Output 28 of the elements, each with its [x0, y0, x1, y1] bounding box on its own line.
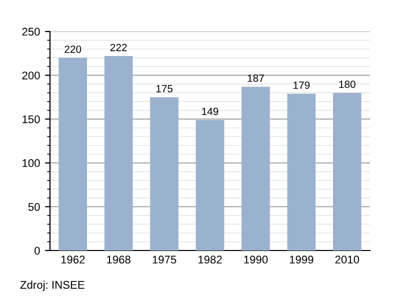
data-label: 222	[110, 44, 127, 52]
bar	[58, 58, 88, 250]
x-tick-label: 1990	[244, 256, 268, 264]
text: Zdroj: INSEE	[20, 280, 84, 291]
data-label: 175	[156, 85, 173, 92]
x-tick-label: 1982	[198, 256, 222, 264]
y-tick-label: 100	[22, 159, 40, 168]
bar	[150, 97, 178, 250]
y-tick-label: 250	[22, 28, 40, 36]
x-tick-label: 1975	[152, 256, 176, 264]
bar	[287, 94, 316, 250]
x-tick-label: 1999	[290, 256, 314, 264]
data-label: 220	[64, 46, 82, 53]
y-tick-label: 150	[22, 115, 40, 124]
data-label: 187	[248, 74, 264, 82]
x-tick-label: 1968	[107, 256, 130, 264]
data-label: 180	[339, 80, 356, 88]
bar	[332, 92, 362, 250]
bar	[242, 86, 270, 250]
y-tick-label: 200	[22, 72, 40, 80]
data-label: 149	[202, 108, 218, 116]
bar	[196, 120, 224, 250]
bar	[104, 56, 133, 250]
x-tick-label: 1962	[61, 256, 85, 264]
y-tick-label: 50	[28, 202, 40, 211]
y-tick-label: 0	[34, 246, 40, 255]
x-tick-label: 2010	[335, 256, 360, 264]
data-label: 179	[294, 81, 310, 89]
